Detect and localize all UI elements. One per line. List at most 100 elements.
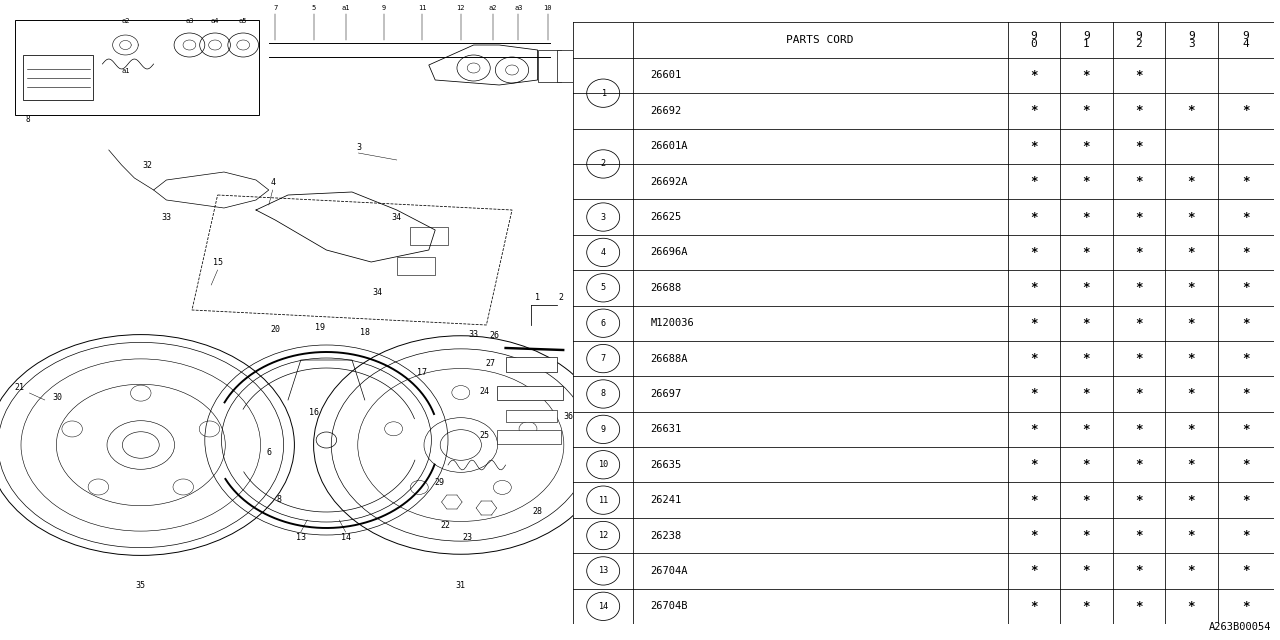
Text: *: * <box>1030 211 1038 223</box>
Text: *: * <box>1242 423 1249 436</box>
Text: *: * <box>1083 69 1091 82</box>
Text: 16: 16 <box>308 408 319 417</box>
Text: *: * <box>1030 69 1038 82</box>
Text: *: * <box>1030 246 1038 259</box>
Bar <box>15 20 259 115</box>
Text: *: * <box>1188 352 1196 365</box>
Polygon shape <box>429 45 538 85</box>
Text: 12: 12 <box>598 531 608 540</box>
Text: 26625: 26625 <box>650 212 682 222</box>
Text: *: * <box>1030 600 1038 613</box>
Text: 12: 12 <box>457 5 465 11</box>
Text: *: * <box>1242 175 1249 188</box>
Text: *: * <box>1030 387 1038 401</box>
Text: *: * <box>1030 529 1038 542</box>
Bar <box>410 227 448 245</box>
Text: 1: 1 <box>535 293 540 302</box>
Text: 10: 10 <box>598 460 608 469</box>
Text: 26635: 26635 <box>650 460 682 470</box>
Text: 20: 20 <box>270 325 280 334</box>
Text: M120036: M120036 <box>650 318 694 328</box>
Text: 5: 5 <box>311 5 316 11</box>
Text: 3: 3 <box>356 143 361 152</box>
Text: *: * <box>1083 282 1091 294</box>
Text: *: * <box>1242 352 1249 365</box>
Text: 9
2: 9 2 <box>1135 31 1142 49</box>
Text: 15: 15 <box>212 258 223 267</box>
Text: *: * <box>1188 246 1196 259</box>
Text: 9
4: 9 4 <box>1242 31 1249 49</box>
Text: 31: 31 <box>456 581 466 590</box>
Text: *: * <box>1135 282 1143 294</box>
Text: *: * <box>1083 175 1091 188</box>
Text: 5: 5 <box>600 284 605 292</box>
Text: 32: 32 <box>142 161 152 170</box>
Text: *: * <box>1083 529 1091 542</box>
Text: *: * <box>1135 529 1143 542</box>
Text: *: * <box>1188 493 1196 507</box>
Text: 26704B: 26704B <box>650 602 687 611</box>
Text: 11: 11 <box>598 495 608 505</box>
Text: 26697: 26697 <box>650 389 682 399</box>
Text: *: * <box>1135 140 1143 153</box>
Text: 26692A: 26692A <box>650 177 687 187</box>
Text: *: * <box>1030 458 1038 471</box>
Text: 18: 18 <box>360 328 370 337</box>
Text: 2: 2 <box>558 293 563 302</box>
Text: 8: 8 <box>26 115 31 124</box>
Text: *: * <box>1188 423 1196 436</box>
Text: 26601: 26601 <box>650 70 682 81</box>
Text: PARTS CORD: PARTS CORD <box>786 35 854 45</box>
Text: *: * <box>1242 529 1249 542</box>
Text: *: * <box>1135 493 1143 507</box>
Text: a4: a4 <box>211 18 219 24</box>
Text: 34: 34 <box>372 288 383 297</box>
Text: a3: a3 <box>186 18 193 24</box>
Text: 4: 4 <box>600 248 605 257</box>
Text: 8: 8 <box>600 390 605 399</box>
Text: 26601A: 26601A <box>650 141 687 151</box>
Text: A263B00054: A263B00054 <box>1208 622 1271 632</box>
Text: 14: 14 <box>598 602 608 611</box>
Text: 26631: 26631 <box>650 424 682 435</box>
Text: 33: 33 <box>468 330 479 339</box>
Text: 17: 17 <box>417 368 428 377</box>
Text: 9: 9 <box>381 5 387 11</box>
Text: *: * <box>1188 175 1196 188</box>
Text: 7: 7 <box>600 354 605 363</box>
Text: 9
1: 9 1 <box>1083 31 1089 49</box>
Text: *: * <box>1030 175 1038 188</box>
Text: 26704A: 26704A <box>650 566 687 576</box>
Text: *: * <box>1083 104 1091 117</box>
Text: *: * <box>1242 211 1249 223</box>
Text: *: * <box>1188 529 1196 542</box>
Bar <box>497 386 563 400</box>
Text: *: * <box>1135 104 1143 117</box>
Text: *: * <box>1083 423 1091 436</box>
Text: 23: 23 <box>462 533 472 542</box>
Text: *: * <box>1242 458 1249 471</box>
Text: *: * <box>1135 246 1143 259</box>
Text: 14: 14 <box>340 533 351 542</box>
Text: *: * <box>1242 564 1249 577</box>
Text: *: * <box>1030 317 1038 330</box>
Text: 1: 1 <box>600 89 605 98</box>
Text: *: * <box>1030 282 1038 294</box>
Text: *: * <box>1188 600 1196 613</box>
Text: *: * <box>1083 140 1091 153</box>
Text: *: * <box>1135 564 1143 577</box>
Text: 26: 26 <box>489 331 499 340</box>
Text: a2: a2 <box>122 18 129 24</box>
Text: 3: 3 <box>600 212 605 221</box>
Text: a1: a1 <box>342 5 349 11</box>
Text: *: * <box>1135 211 1143 223</box>
Text: *: * <box>1188 387 1196 401</box>
Text: 9
0: 9 0 <box>1030 31 1037 49</box>
Text: 22: 22 <box>440 521 451 530</box>
Text: a3: a3 <box>515 5 522 11</box>
Text: 27: 27 <box>485 359 495 368</box>
Text: 6: 6 <box>266 448 271 457</box>
Text: 24: 24 <box>479 387 489 396</box>
Text: *: * <box>1083 600 1091 613</box>
Text: 26241: 26241 <box>650 495 682 505</box>
